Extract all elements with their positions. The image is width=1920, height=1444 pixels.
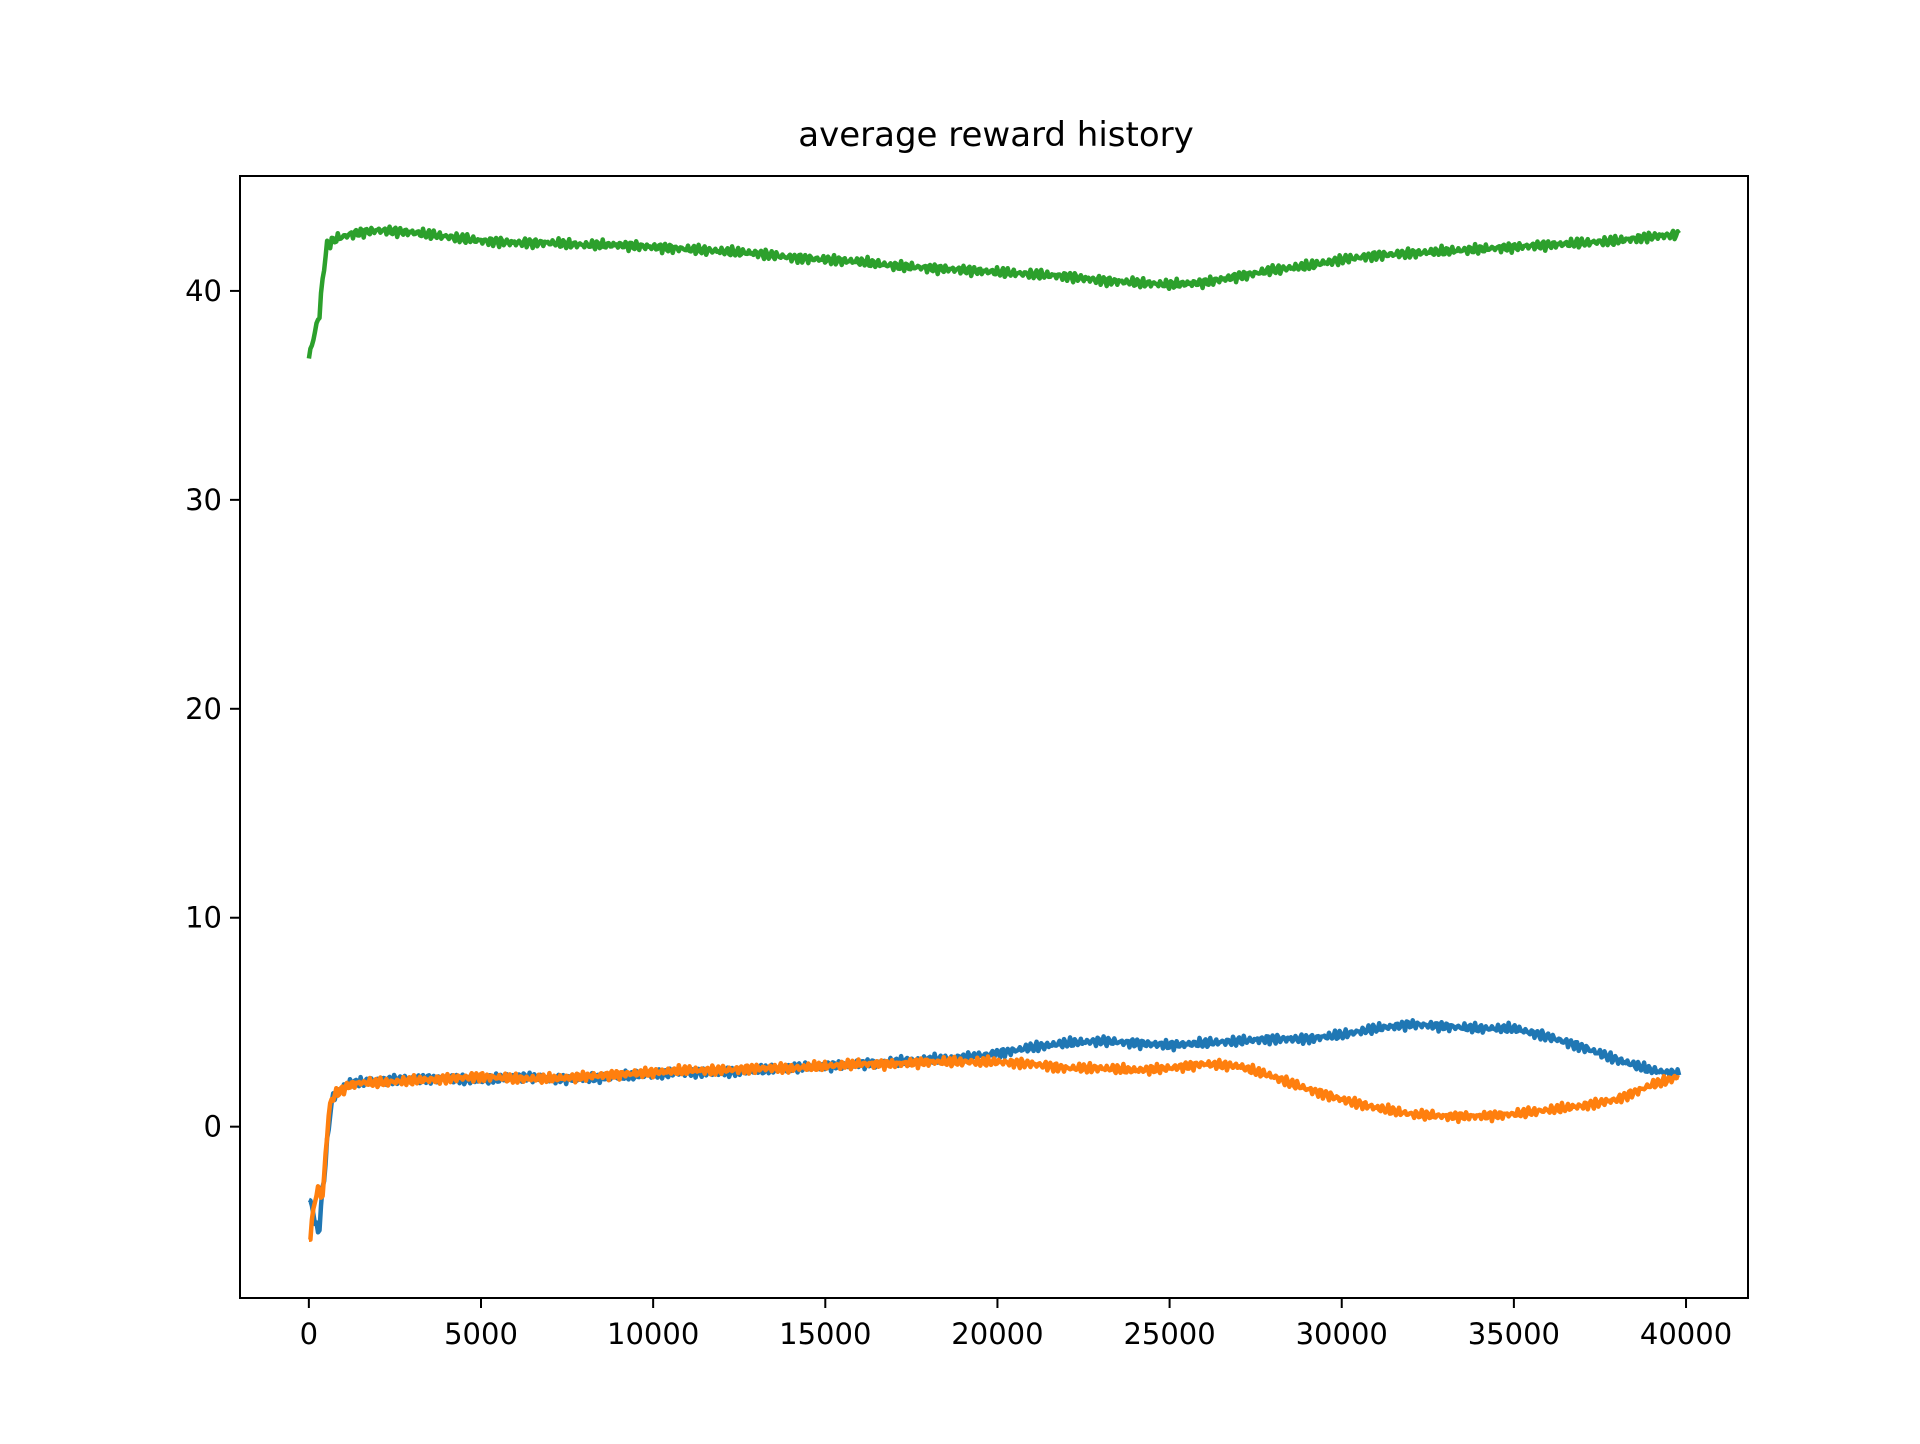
chart-title: average reward history: [798, 115, 1194, 155]
y-tick-label: 30: [185, 483, 222, 517]
x-tick-label: 15000: [779, 1317, 871, 1351]
series-line-2: [308, 1054, 1680, 1242]
series-layer: [306, 224, 1682, 1242]
x-tick-label: 40000: [1640, 1317, 1732, 1351]
y-tick-label: 40: [185, 274, 222, 308]
x-tick-label: 25000: [1123, 1317, 1215, 1351]
x-tick-label: 10000: [607, 1317, 699, 1351]
x-tick-label: 35000: [1468, 1317, 1560, 1351]
y-tick-label: 0: [204, 1110, 222, 1144]
y-tick-label: 10: [185, 901, 222, 935]
x-tick-label: 30000: [1296, 1317, 1388, 1351]
y-axis: 0 10 20 30 40: [185, 274, 240, 1144]
plot-frame: [239, 175, 1749, 1299]
x-tick-label: 5000: [444, 1317, 518, 1351]
y-tick-label: 20: [185, 692, 222, 726]
x-axis: 0 5000 10000 15000 20000 25000 30000 35000 40000: [300, 1298, 1732, 1351]
x-tick-label: 0: [300, 1317, 318, 1351]
series-line-3: [306, 224, 1681, 359]
x-tick-label: 20000: [951, 1317, 1043, 1351]
